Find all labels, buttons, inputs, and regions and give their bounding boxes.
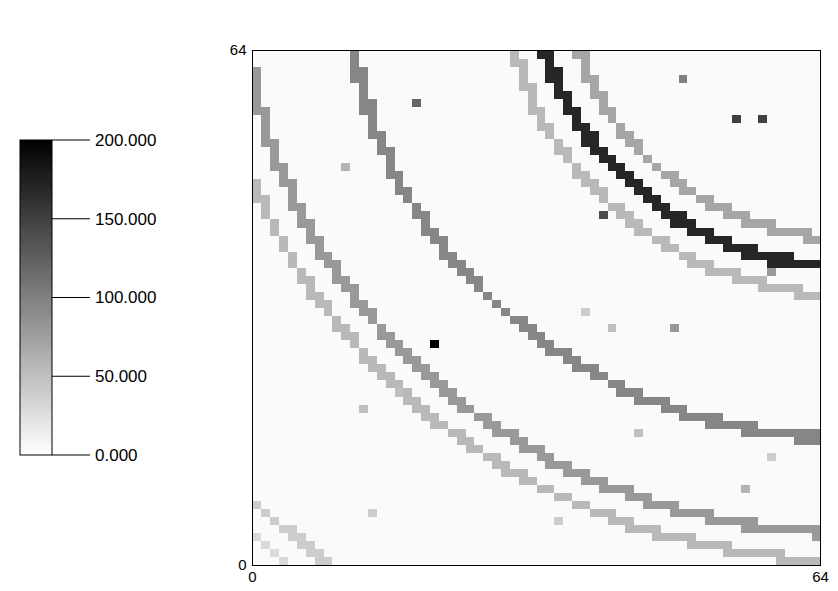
svg-text:0: 0 xyxy=(238,556,246,573)
svg-text:100.000: 100.000 xyxy=(95,288,156,307)
svg-text:64: 64 xyxy=(230,41,247,58)
svg-text:64: 64 xyxy=(812,568,829,585)
svg-text:200.000: 200.000 xyxy=(95,131,156,150)
svg-text:50.000: 50.000 xyxy=(95,367,147,386)
svg-text:0: 0 xyxy=(248,568,256,585)
svg-text:150.000: 150.000 xyxy=(95,210,156,229)
svg-text:0.000: 0.000 xyxy=(95,446,138,465)
